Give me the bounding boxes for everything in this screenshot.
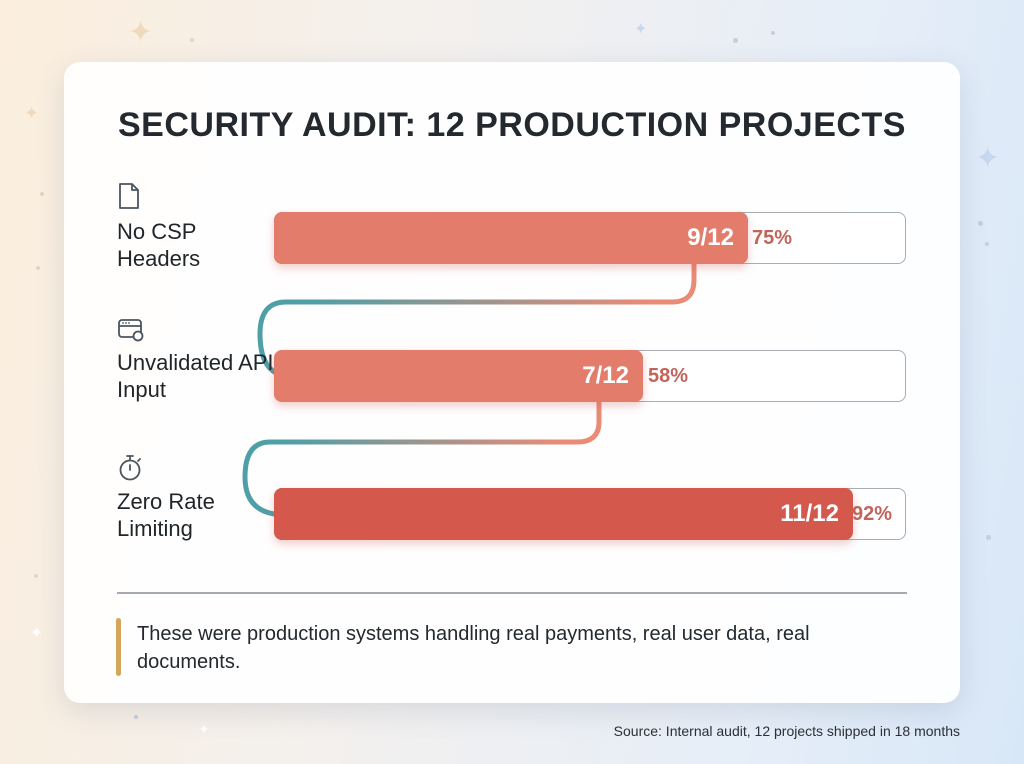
dot-decoration [134,715,138,719]
row-label-rate: Zero Rate Limiting [117,489,215,541]
dot-decoration [771,31,775,35]
dot-decoration [733,38,738,43]
dot-decoration [986,535,991,540]
bar-percent-api: 58% [648,365,689,387]
sparkle-decoration: ✦ [30,625,44,642]
bar-value-csp: 9/12 [687,224,734,251]
audit-card: SECURITY AUDIT: 12 PRODUCTION PROJECTS N… [64,62,960,703]
row-label-csp: No CSP Headers [117,219,201,271]
bar-fill-api: 7/12 [274,350,643,402]
chart-title: SECURITY AUDIT: 12 PRODUCTION PROJECTS [118,106,906,144]
bar-percent-rate: 92% [852,503,893,525]
source-note: Source: Internal audit, 12 projects ship… [613,723,960,739]
flow-connectors [242,261,697,517]
connector-2-3 [242,399,602,517]
dot-decoration [190,38,194,42]
sparkle-decoration: ✦ [24,103,40,123]
document-icon [117,182,141,215]
sparkle-decoration: ✦ [198,721,210,737]
sparkle-decoration: ✦ [128,16,154,49]
dot-decoration [34,574,38,578]
sparkle-decoration: ✦ [634,21,648,38]
bar-fill-rate: 11/12 [274,488,853,540]
connector-1-2 [257,261,697,377]
stopwatch-icon [117,454,143,487]
sparkle-decoration: ✦ [975,142,1001,175]
dot-decoration [36,266,40,270]
api-window-icon [117,318,145,347]
dot-decoration [978,221,983,226]
bar-fill-csp: 9/12 [274,212,748,264]
quote-accent-bar [116,618,121,676]
dot-decoration [40,192,44,196]
callout-quote: These were production systems handling r… [137,623,810,673]
bar-value-rate: 11/12 [780,500,839,527]
dot-decoration [985,242,989,246]
bar-value-api: 7/12 [582,362,629,389]
row-label-api: Unvalidated API Input [117,350,274,402]
bar-percent-csp: 75% [752,227,793,249]
divider [117,592,907,594]
